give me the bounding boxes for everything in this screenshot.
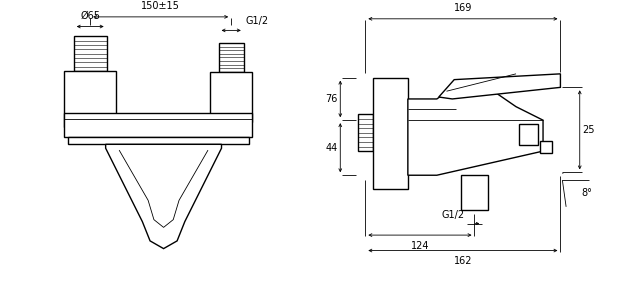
Text: 169: 169 — [454, 3, 472, 13]
Bar — [373, 78, 408, 189]
Text: 8°: 8° — [582, 188, 593, 198]
Bar — [210, 72, 252, 122]
Text: 162: 162 — [454, 256, 472, 266]
Text: G1/2: G1/2 — [442, 210, 465, 220]
Bar — [64, 114, 252, 137]
Bar — [219, 43, 244, 72]
Text: G1/2: G1/2 — [246, 15, 269, 25]
Bar — [74, 36, 107, 71]
Text: 150±15: 150±15 — [141, 1, 180, 11]
Polygon shape — [106, 144, 221, 249]
Bar — [461, 175, 488, 210]
Text: 76: 76 — [325, 94, 337, 104]
Text: 44: 44 — [325, 143, 337, 153]
Text: Ø65: Ø65 — [80, 11, 100, 21]
Bar — [64, 71, 116, 127]
Polygon shape — [408, 86, 543, 175]
Bar — [68, 137, 248, 144]
Text: 25: 25 — [582, 125, 595, 135]
Polygon shape — [439, 74, 561, 99]
Bar — [519, 124, 538, 145]
Bar — [358, 114, 373, 151]
Bar — [540, 142, 552, 153]
Text: 124: 124 — [411, 241, 429, 251]
